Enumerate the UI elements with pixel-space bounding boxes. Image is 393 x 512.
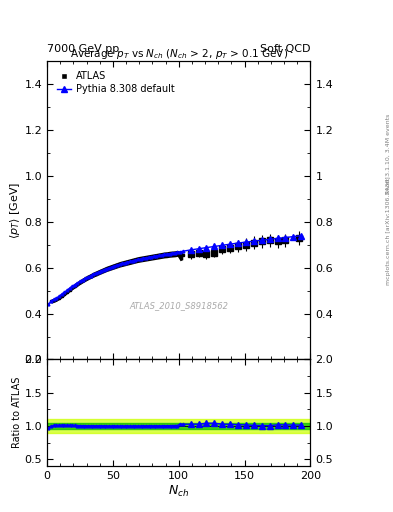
Bar: [47, 423, 310, 430]
Text: ATLAS_2010_S8918562: ATLAS_2010_S8918562: [129, 302, 228, 310]
Text: mcplots.cern.ch [arXiv:1306.3436]: mcplots.cern.ch [arXiv:1306.3436]: [386, 176, 391, 285]
Text: 7000 GeV pp: 7000 GeV pp: [47, 44, 119, 54]
Y-axis label: Ratio to ATLAS: Ratio to ATLAS: [12, 377, 22, 449]
Bar: [47, 419, 310, 433]
X-axis label: $N_{ch}$: $N_{ch}$: [168, 483, 189, 499]
Legend: ATLAS, Pythia 8.308 default: ATLAS, Pythia 8.308 default: [52, 66, 180, 99]
Text: Rivet 3.1.10, 3.4M events: Rivet 3.1.10, 3.4M events: [386, 114, 391, 194]
Title: Average $p_T$ vs $N_{ch}$ ($N_{ch}$ > 2, $p_T$ > 0.1 GeV): Average $p_T$ vs $N_{ch}$ ($N_{ch}$ > 2,…: [70, 47, 288, 61]
Y-axis label: $\langle p_T \rangle$ [GeV]: $\langle p_T \rangle$ [GeV]: [8, 182, 22, 239]
Text: Soft QCD: Soft QCD: [260, 44, 310, 54]
